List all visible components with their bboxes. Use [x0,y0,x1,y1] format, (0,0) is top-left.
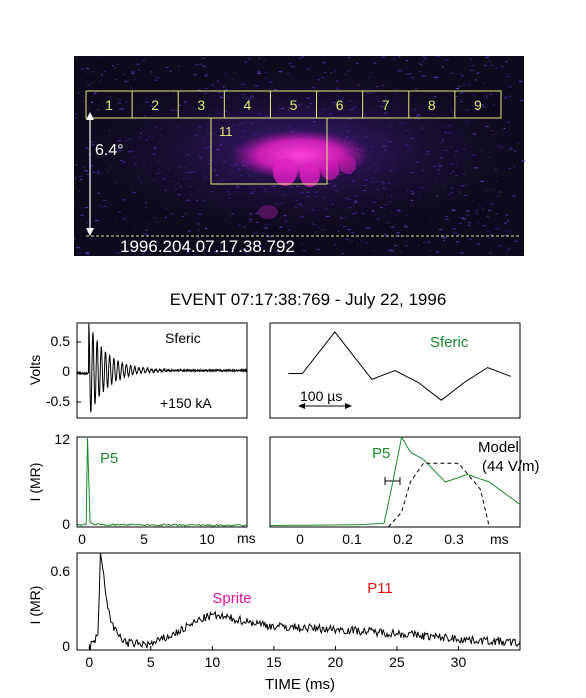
scale-bar-label: 100 µs [300,388,342,404]
xtick-label: 30 [451,654,467,670]
panel-sferic-zoom: Sferic 100 µs [269,322,521,419]
annotation-sferic: Sferic [165,330,201,346]
x-unit-label: ms [490,531,509,547]
y-axis-label: I (MR) [27,463,43,502]
annotation-sferic-zoom: Sferic [430,334,469,351]
xtick-label: 0.2 [393,531,413,547]
panel-sferic-wide: 0.5 0 -0.5 Volts Sferic +150 kA [27,322,248,419]
angle-label: 6.4° [95,142,124,159]
grid-box-label: 1 [105,97,113,113]
grid-box-label: 7 [382,97,390,113]
series-line-p5 [270,435,521,526]
xtick-label: 5 [147,654,155,670]
angle-arrow-top [86,112,94,120]
xtick-label: 0.3 [444,531,464,547]
xtick-label: 20 [328,654,344,670]
grid-box-label: 2 [151,97,159,113]
grid-box-label: 6 [336,97,344,113]
y-axis-label: I (MR) [27,586,43,625]
y-axis-label: Volts [27,355,43,385]
xtick-label: 5 [140,531,148,547]
ytick-label: 0 [62,516,70,532]
grid-box-label: 8 [428,97,436,113]
xtick-label: 25 [389,654,405,670]
grid-box-label: 5 [290,97,298,113]
ytick-label: 0.5 [51,333,71,349]
scale-bar-arrow [298,403,305,409]
grid-box-label: 3 [197,97,205,113]
annotation-p11: P11 [367,580,393,597]
grid-box-label: 9 [474,97,482,113]
panel-frame [76,436,248,528]
xtick-label: 0.1 [342,531,362,547]
xtick-label: 0 [78,531,86,547]
annotation-peak-current: +150 kA [160,395,212,411]
figure-title: EVENT 07:17:38:769 - July 22, 1996 [170,290,447,309]
ytick-label: 0.6 [51,563,71,579]
xtick-label: 0 [85,654,93,670]
series-line [76,323,248,413]
series-line [88,552,521,650]
series-label-p5: P5 [100,450,118,467]
series-line-model [388,462,490,528]
panel-p11: 0.6 0 I (MR) 0 5 10 15 20 25 30 TIME (ms) Spri… [27,552,521,693]
x-axis-label: TIME (ms) [265,676,335,693]
scale-bar-arrow [345,403,352,409]
panel-p5-zoom: 0 0.1 0.2 0.3 ms P5 Model (44 V/m) [269,435,540,547]
ytick-label: 0 [62,638,70,654]
sprite-glow [230,130,370,219]
series-label-p5-zoom: P5 [372,445,390,462]
panel-frame [269,322,521,419]
ytick-label: 12 [54,431,70,447]
xtick-label: 10 [205,654,221,670]
sprite-box-label: 11 [219,124,233,139]
series-line [288,331,511,401]
angle-arrow-bottom [86,228,94,236]
annotation-model: Model [478,439,519,456]
x-unit-label: ms [237,530,256,546]
panel-frame [76,552,521,651]
annotation-sprite: Sprite [212,590,251,607]
ytick-label: -0.5 [46,393,70,409]
ytick-label: 0 [62,363,70,379]
panel-p5-wide: 12 0 I (MR) 0 5 10 ms P5 [27,431,256,547]
annotation-model-field: (44 V/m) [482,458,540,475]
series-line [76,437,247,527]
sprite-box [210,117,328,185]
sprite-image: 1 2 3 4 5 6 7 8 9 11 6.4° 1996.204.07.17.38.792 [74,56,526,256]
panel-frame [269,436,521,528]
xtick-label: 10 [199,531,215,547]
xtick-label: 15 [266,654,282,670]
image-timestamp: 1996.204.07.17.38.792 [120,237,295,256]
grid-box-label: 4 [243,97,251,113]
xtick-label: 0 [296,531,304,547]
